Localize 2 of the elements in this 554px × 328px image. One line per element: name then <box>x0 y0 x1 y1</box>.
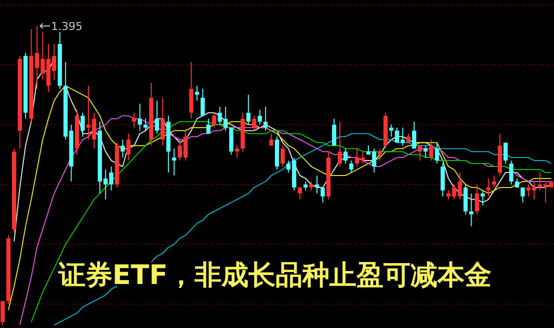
annotation: 证券ETF，非成长品种止盈可减本金 <box>57 260 492 291</box>
annotation: 1.395 <box>50 20 82 33</box>
